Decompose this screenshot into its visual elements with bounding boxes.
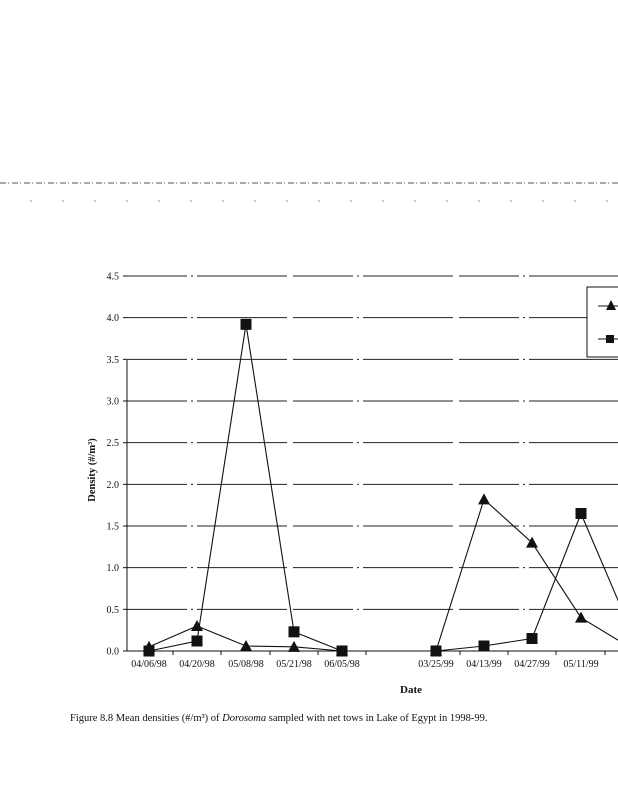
legend-box (586, 286, 618, 358)
x-tick-label: 03/25/99 (418, 659, 454, 670)
y-tick-label: 1.0 (107, 563, 120, 574)
square-point (143, 645, 155, 657)
x-tick-label: 04/27/99 (514, 659, 550, 670)
figure-caption: Figure 8.8 Mean densities (#/m³) of Doro… (70, 713, 487, 724)
triangle-point (191, 620, 203, 631)
square-series-line (435, 512, 618, 652)
triangle-point (478, 493, 490, 505)
triangle-point (526, 536, 538, 548)
caption-genus: Dorosoma (222, 713, 267, 724)
triangle-point (240, 640, 252, 651)
square-point (191, 635, 203, 647)
legend-square-icon (606, 335, 614, 343)
x-tick-label: 04/13/99 (466, 659, 502, 670)
square-point (336, 645, 348, 657)
triangle-point (288, 640, 300, 652)
triangle-point (575, 611, 587, 623)
triangle-series-line (435, 498, 618, 652)
x-axis-label: Date (400, 684, 422, 696)
y-tick-label: 1.5 (107, 522, 120, 533)
square-series-line (148, 324, 343, 652)
x-tick-label: 04/06/98 (131, 659, 167, 670)
x-tick-label: 06/05/98 (324, 659, 360, 670)
square-point (430, 645, 442, 657)
y-tick-label: 3.5 (107, 355, 120, 366)
y-axis-label: Density (#/m³) (87, 438, 98, 502)
x-tick-label: 04/20/98 (179, 659, 215, 670)
y-tick-label: 4.5 (107, 272, 120, 283)
square-point (288, 626, 300, 638)
x-tick-label: 05/21/98 (276, 659, 312, 670)
square-point (478, 640, 490, 652)
y-tick-label: 3.0 (107, 397, 120, 408)
legend (586, 286, 618, 358)
y-tick-label: 0.0 (107, 647, 120, 658)
x-tick-label: 05/08/98 (228, 659, 264, 670)
y-tick-label: 0.5 (107, 605, 120, 616)
x-tick-label: 05/11/99 (563, 659, 598, 670)
square-point (575, 508, 587, 519)
y-tick-label: 2.0 (107, 480, 120, 491)
caption-prefix: Figure 8.8 Mean densities (#/m³) of (70, 713, 223, 724)
y-tick-label: 4.0 (107, 313, 120, 324)
caption-suffix: sampled with net tows in Lake of Egypt i… (266, 713, 488, 724)
square-point (240, 318, 252, 330)
square-point (526, 633, 538, 644)
legend-triangle-icon (606, 300, 616, 310)
y-tick-label: 2.5 (107, 438, 120, 449)
